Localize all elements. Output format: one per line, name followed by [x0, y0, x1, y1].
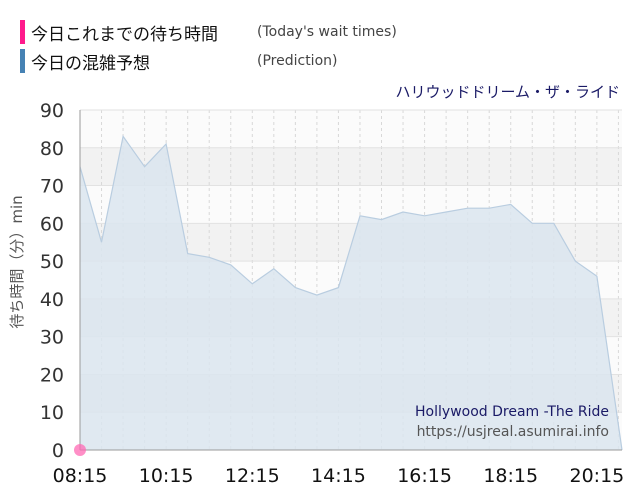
y-tick-label: 90: [40, 100, 64, 122]
prediction-area: [80, 136, 622, 450]
y-tick-label: 10: [40, 402, 64, 424]
attraction-name-jp: ハリウッドドリーム・ザ・ライド: [395, 83, 620, 101]
y-tick-label: 40: [40, 289, 64, 311]
prediction-line: [79, 134, 623, 451]
y-tick-label: 20: [40, 364, 64, 386]
attraction-name-en: Hollywood Dream -The Ride: [415, 404, 609, 420]
x-tick-label: 16:15: [397, 465, 452, 487]
y-tick-label: 70: [40, 176, 64, 198]
legend-item-actual: 今日これまでの待ち時間 (Today's wait times): [20, 20, 397, 45]
source-url: https://usjreal.asumirai.info: [417, 424, 609, 440]
x-tick-label: 12:15: [225, 465, 280, 487]
legend-sub-actual: (Today's wait times): [257, 24, 397, 40]
y-tick-label: 60: [40, 213, 64, 235]
x-tick-label: 18:15: [483, 465, 538, 487]
y-tick-label: 50: [40, 251, 64, 273]
y-axis-label: 待ち時間（分）min: [8, 195, 26, 328]
y-tick-label: 30: [40, 327, 64, 349]
x-tick-label: 14:15: [311, 465, 366, 487]
legend-item-prediction: 今日の混雑予想 (Prediction): [20, 49, 338, 74]
legend-label-prediction: 今日の混雑予想: [31, 53, 150, 74]
y-tick-label: 80: [40, 138, 64, 160]
legend-swatch-actual: [20, 20, 25, 44]
x-tick-label: 08:15: [53, 465, 108, 487]
x-tick-label: 10:15: [139, 465, 194, 487]
x-tick-label: 20:15: [569, 465, 624, 487]
grid-band: [80, 110, 622, 148]
legend-swatch-prediction: [20, 49, 25, 73]
y-tick-label: 0: [52, 440, 64, 462]
legend-sub-prediction: (Prediction): [257, 53, 338, 69]
legend-label-actual: 今日これまでの待ち時間: [31, 24, 218, 45]
actual-point: [74, 444, 86, 456]
